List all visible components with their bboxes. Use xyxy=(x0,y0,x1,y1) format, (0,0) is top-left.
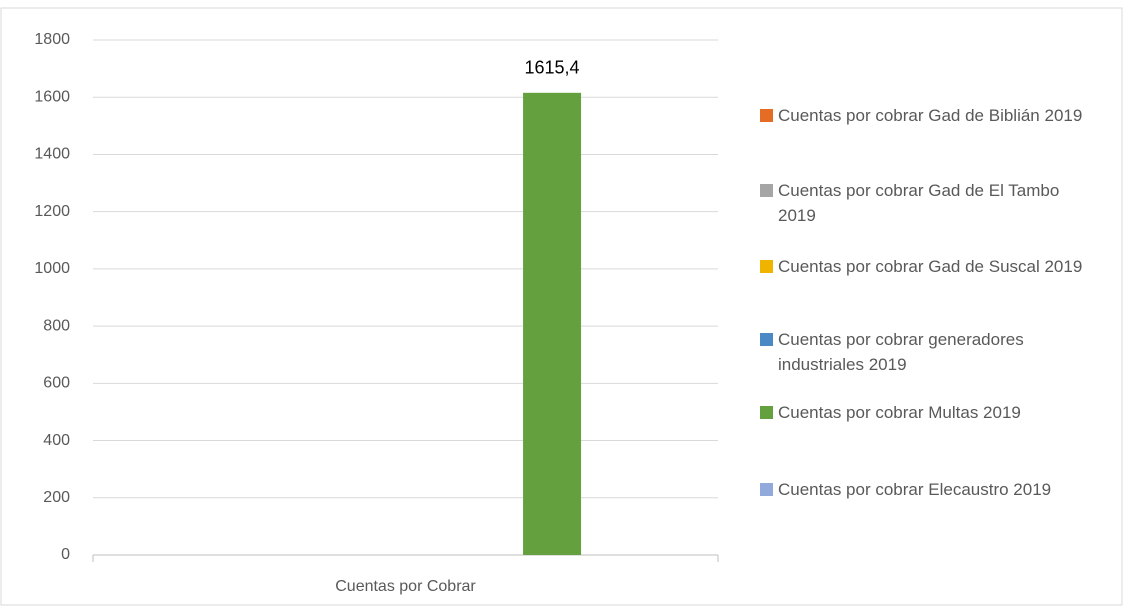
legend-entry: Cuentas por cobrar Gad de Biblián 2019 xyxy=(760,103,1100,128)
legend-label: Cuentas por cobrar Elecaustro 2019 xyxy=(778,480,1052,499)
legend-swatch xyxy=(760,483,773,496)
legend-label: Cuentas por cobrar Multas 2019 xyxy=(778,403,1021,422)
y-tick-label: 800 xyxy=(43,317,70,334)
y-tick-label: 0 xyxy=(61,546,70,563)
y-tick-label: 1200 xyxy=(34,203,70,220)
y-tick-label: 1400 xyxy=(34,146,70,163)
legend-label: Cuentas por cobrar Gad de Suscal 2019 xyxy=(778,257,1083,276)
legend-swatch xyxy=(760,260,773,273)
legend-swatch xyxy=(760,184,773,197)
legend-swatch xyxy=(760,406,773,419)
y-tick-label: 600 xyxy=(43,375,70,392)
bar xyxy=(523,92,582,556)
legend-entry: Cuentas por cobrar Multas 2019 xyxy=(760,400,1100,425)
legend-entry: Cuentas por cobrar generadores industria… xyxy=(760,327,1100,377)
legend-swatch xyxy=(760,333,773,346)
legend-entry: Cuentas por cobrar Elecaustro 2019 xyxy=(760,477,1100,502)
legend-label: Cuentas por cobrar Gad de Biblián 2019 xyxy=(778,106,1083,125)
y-tick-label: 200 xyxy=(43,489,70,506)
legend-entry: Cuentas por cobrar Gad de Suscal 2019 xyxy=(760,254,1100,279)
y-tick-label: 1600 xyxy=(34,88,70,105)
y-tick-label: 1800 xyxy=(34,31,70,48)
y-tick-label: 1000 xyxy=(34,260,70,277)
legend-label: Cuentas por cobrar Gad de El Tambo 2019 xyxy=(778,181,1060,225)
y-tick-label: 400 xyxy=(43,432,70,449)
legend-swatch xyxy=(760,109,773,122)
x-tick-label: Cuentas por Cobrar xyxy=(335,578,476,595)
data-label: 1615,4 xyxy=(525,58,580,78)
legend-entry: Cuentas por cobrar Gad de El Tambo 2019 xyxy=(760,178,1100,228)
legend-label: Cuentas por cobrar generadores industria… xyxy=(778,330,1024,374)
